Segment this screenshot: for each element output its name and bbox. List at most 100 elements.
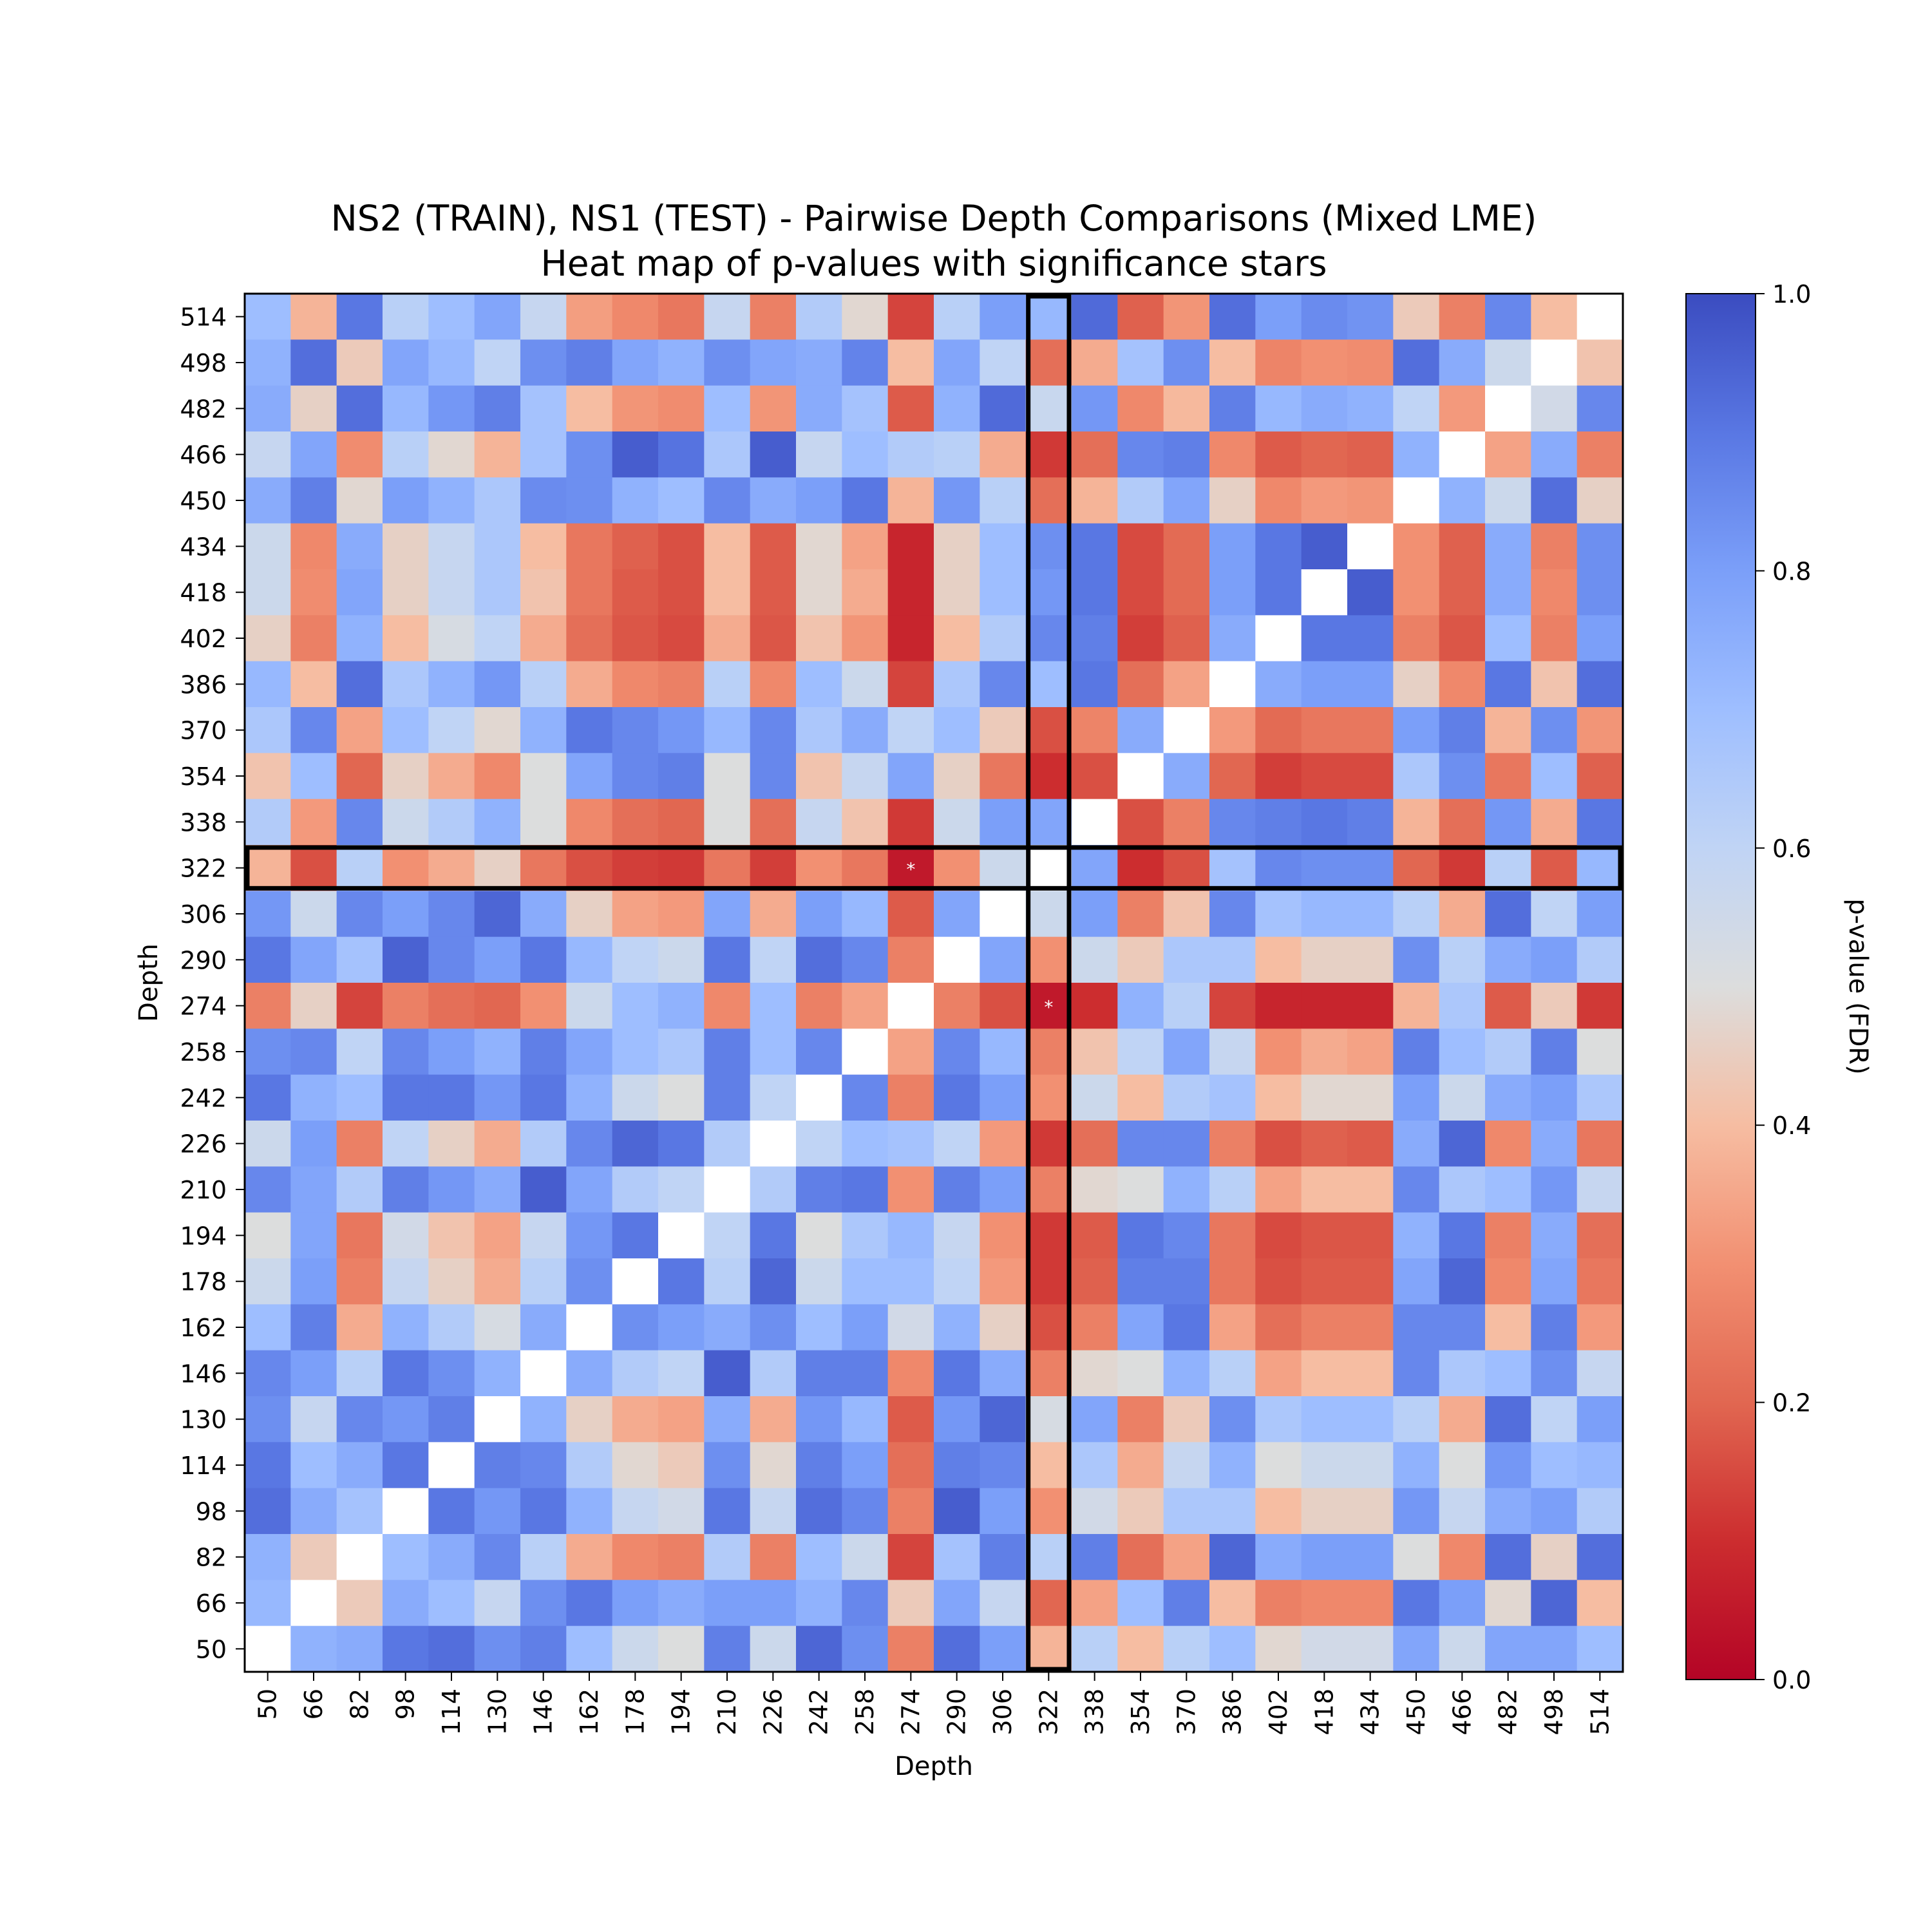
heatmap-cell (1117, 1028, 1164, 1075)
heatmap-cell (704, 661, 751, 708)
heatmap-cell (383, 936, 429, 983)
heatmap-cell (1209, 1121, 1256, 1167)
heatmap-cell (980, 799, 1027, 846)
heatmap-cell (842, 1258, 889, 1305)
heatmap-cell (520, 1580, 567, 1627)
heatmap-cell (520, 1442, 567, 1489)
heatmap-cell (612, 983, 659, 1029)
heatmap-cell (887, 1488, 934, 1535)
heatmap-cell (1209, 1258, 1256, 1305)
heatmap-cell (1072, 523, 1118, 570)
heatmap-cell (1209, 1166, 1256, 1213)
heatmap-cell (1577, 891, 1624, 938)
heatmap-cell (1393, 983, 1440, 1029)
heatmap-cell (1485, 339, 1531, 386)
heatmap-cell (1255, 1212, 1302, 1259)
heatmap-cell (1577, 339, 1624, 386)
heatmap-cell (1163, 1488, 1210, 1535)
heatmap-cell (1393, 1396, 1440, 1443)
heatmap-cell (428, 477, 475, 524)
heatmap-cell (1531, 891, 1578, 938)
heatmap-cell (1347, 569, 1394, 616)
heatmap-cell (796, 1488, 842, 1535)
heatmap-cell (934, 1028, 980, 1075)
heatmap-cell (658, 1121, 705, 1167)
heatmap-cell (290, 1534, 337, 1580)
heatmap-cell (245, 523, 291, 570)
heatmap-cell (1485, 845, 1531, 891)
heatmap-cell (1347, 799, 1394, 846)
heatmap-cell (1025, 339, 1072, 386)
heatmap-cell (796, 1166, 842, 1213)
heatmap-cell (1255, 615, 1302, 662)
heatmap-cell (1439, 707, 1486, 753)
heatmap-cell (934, 891, 980, 938)
heatmap-cell (1301, 936, 1348, 983)
heatmap-cell (428, 431, 475, 478)
heatmap-cell (566, 983, 613, 1029)
heatmap-cell (1117, 1121, 1164, 1167)
heatmap-cell (1163, 294, 1210, 340)
heatmap-cell (520, 431, 567, 478)
heatmap-cell (1163, 1028, 1210, 1075)
heatmap-cell (887, 1350, 934, 1397)
heatmap-cell (934, 1304, 980, 1351)
heatmap-cell (1025, 1028, 1072, 1075)
heatmap-cell (520, 753, 567, 800)
heatmap-cell (1301, 1350, 1348, 1397)
heatmap-cell (336, 1396, 383, 1443)
heatmap-cell (1025, 294, 1072, 340)
heatmap-cell (750, 1488, 797, 1535)
y-tick-label: 354 (180, 762, 227, 791)
heatmap-cell (566, 1028, 613, 1075)
y-tick-label: 130 (180, 1406, 227, 1434)
heatmap-cell (1347, 385, 1394, 432)
heatmap-cell (1393, 1028, 1440, 1075)
heatmap-cell (1347, 477, 1394, 524)
heatmap-cell (1347, 294, 1394, 340)
heatmap-cell (704, 1580, 751, 1627)
heatmap-cell (1025, 1350, 1072, 1397)
heatmap-cell (750, 1350, 797, 1397)
heatmap-cell (796, 799, 842, 846)
plot-frame (243, 292, 1624, 1673)
heatmap-cell (1209, 1350, 1256, 1397)
heatmap-cell (1577, 1534, 1624, 1580)
heatmap-cell (1301, 983, 1348, 1029)
heatmap-cell (474, 1028, 521, 1075)
heatmap-cell (1072, 1442, 1118, 1489)
y-tick-label: 338 (180, 808, 227, 837)
colorbar-tick-label: 0.2 (1772, 1389, 1811, 1417)
heatmap-cell (842, 1304, 889, 1351)
heatmap-cell (566, 431, 613, 478)
heatmap-cell (336, 1534, 383, 1580)
heatmap-cell (336, 707, 383, 753)
heatmap-cell (704, 1304, 751, 1351)
heatmap-cell (612, 707, 659, 753)
heatmap-cell (704, 1121, 751, 1167)
heatmap-cell (1577, 477, 1624, 524)
heatmap-cell (1393, 339, 1440, 386)
heatmap-cell (934, 431, 980, 478)
heatmap-cell (1393, 1625, 1440, 1672)
heatmap-cell (520, 339, 567, 386)
heatmap-cell (1255, 1074, 1302, 1121)
heatmap-cell (566, 891, 613, 938)
heatmap-cell (887, 1258, 934, 1305)
heatmap-cell (980, 1121, 1027, 1167)
heatmap-cell (1347, 1534, 1394, 1580)
heatmap-cell (1347, 431, 1394, 478)
heatmap-cell (566, 1121, 613, 1167)
y-tick-label: 274 (180, 992, 227, 1021)
heatmap-cell (336, 661, 383, 708)
heatmap-cell (1393, 1166, 1440, 1213)
heatmap-cell (750, 936, 797, 983)
heatmap-cell (245, 1442, 291, 1489)
heatmap-cell (428, 385, 475, 432)
heatmap-cell (428, 1488, 475, 1535)
y-tick-label: 466 (180, 441, 227, 469)
heatmap-cell (887, 1534, 934, 1580)
x-tick-label: 322 (1034, 1689, 1063, 1736)
heatmap-cell (1577, 294, 1624, 340)
